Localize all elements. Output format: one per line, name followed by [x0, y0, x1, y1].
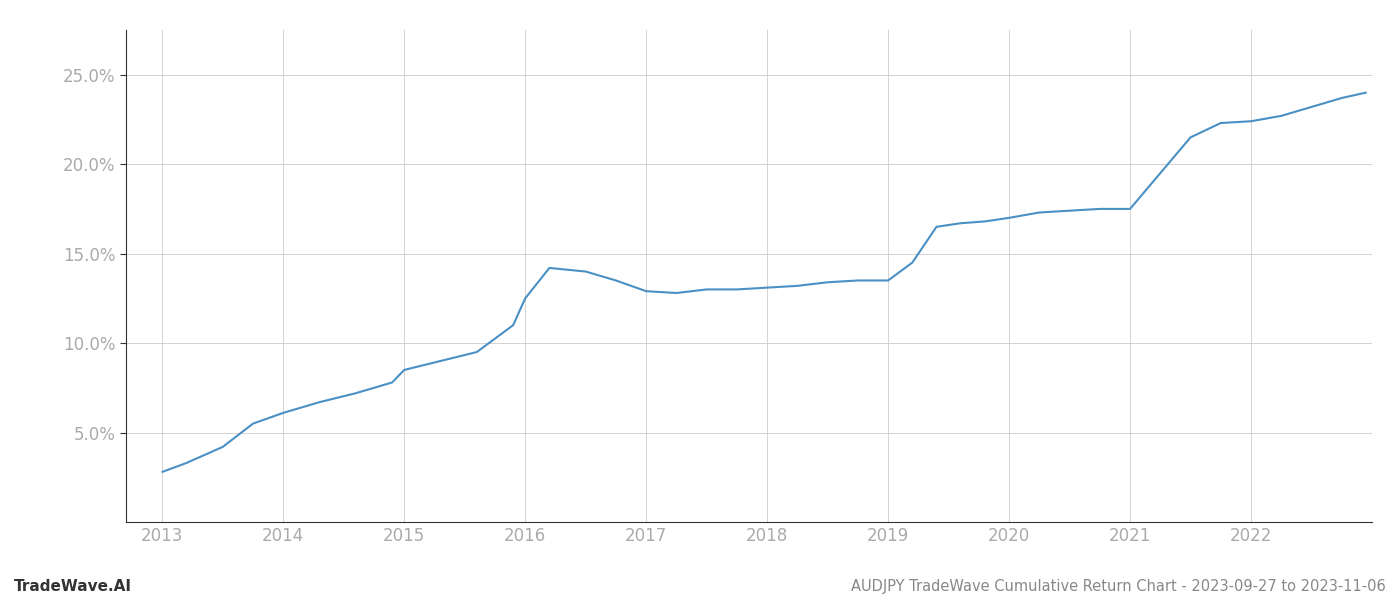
Text: AUDJPY TradeWave Cumulative Return Chart - 2023-09-27 to 2023-11-06: AUDJPY TradeWave Cumulative Return Chart…	[851, 579, 1386, 594]
Text: TradeWave.AI: TradeWave.AI	[14, 579, 132, 594]
